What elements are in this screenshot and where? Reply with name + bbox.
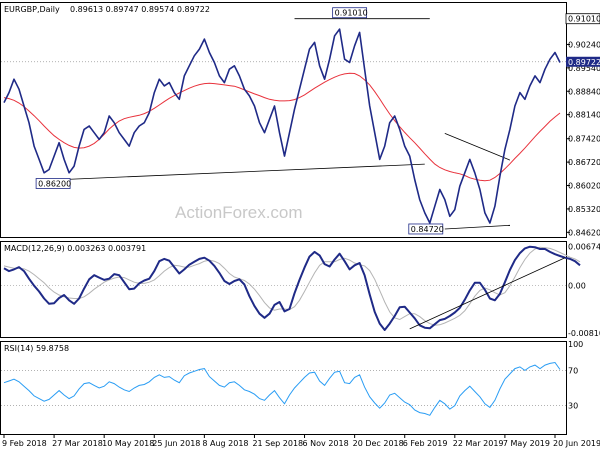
watermark-text: ActionForex.com [175,203,303,222]
macd-axis-label: 0.00 [568,282,586,291]
price-tick-label: 0.90240 [568,40,600,49]
macd-panel-frame [0,241,567,338]
price-trendline [444,224,510,230]
rsi-panel-frame [0,341,567,435]
current-price-tag [566,56,600,67]
price-tick-label: 0.88140 [568,111,600,120]
x-tick-label: 9 Feb 2018 [2,439,47,448]
price-tick-label: 0.85320 [568,205,600,214]
price-tick-label: 0.89540 [568,64,600,73]
price-annotations: 0.91010 0.86200 0.84720 [35,7,444,235]
price-tick-label: 0.84620 [568,228,600,237]
x-tick-label: 22 Mar 2019 [453,439,504,448]
macd-axis-label: -0.008109 [568,329,600,338]
x-tick-label: 10 May 2018 [102,439,154,448]
price-annotation-label: 0.86200 [38,180,71,189]
x-tick-label: 8 Aug 2018 [202,439,248,448]
x-tick-label: 27 Mar 2018 [52,439,103,448]
x-tick-label: 20 Dec 2018 [353,439,404,448]
macd-axis-label: 0.006745 [568,242,600,251]
current-price-label: 0.89722 [568,58,600,67]
rsi-header: RSI(14) 59.8758 [4,344,69,353]
price-panel-frame [0,2,567,238]
rsi-line [3,361,561,416]
price-tick-label: 0.88840 [568,87,600,96]
rsi-axis-label: 100 [568,340,583,349]
x-tick-label: 6 Nov 2018 [303,439,349,448]
price-close-line [3,28,561,224]
price-annotation-box [408,223,444,235]
price-ohlc: 0.89613 0.89747 0.89574 0.89722 [70,5,210,14]
x-tick-label: 6 Feb 2019 [403,439,448,448]
price-symbol: EURGBP,Daily [4,5,60,14]
price-trendline [444,133,511,161]
moving-average-line [3,72,561,182]
price-tick-label: 0.86720 [568,158,600,167]
price-annotation-label: 0.91010 [335,9,368,18]
x-tick-label: 7 May 2019 [503,439,550,448]
price-trendline [64,163,425,180]
macd-trendline [409,257,566,330]
highlight-price-tag [565,13,600,25]
price-annotation-label: 0.84720 [411,225,444,234]
highlight-price-label: 0.91010 [568,15,600,24]
rsi-axis-label: 70 [568,366,578,375]
macd-line [3,245,581,331]
rsi-layer: 100 70 30 [1,340,583,416]
x-tick-label: 25 Jun 2018 [152,439,200,448]
macd-header: MACD(12,26,9) 0.003263 0.003791 [4,244,146,253]
rsi-axis-label: 30 [568,402,578,411]
price-tick-label: 0.86020 [568,182,600,191]
price-axis: 0.91010 0.90240 0.89540 0.88840 0.88140 0.874… [1,13,600,237]
price-trendlines [64,18,511,230]
x-tick-label: 21 Sep 2018 [252,439,303,448]
price-lines [3,28,561,224]
x-tick-label: 20 Jun 2019 [553,439,600,448]
price-annotation-box [35,178,71,189]
macd-layer: 0.006745 0.00 -0.008109 [1,242,600,338]
price-annotation-box [332,7,368,19]
price-tick-label: 0.87420 [568,135,600,144]
